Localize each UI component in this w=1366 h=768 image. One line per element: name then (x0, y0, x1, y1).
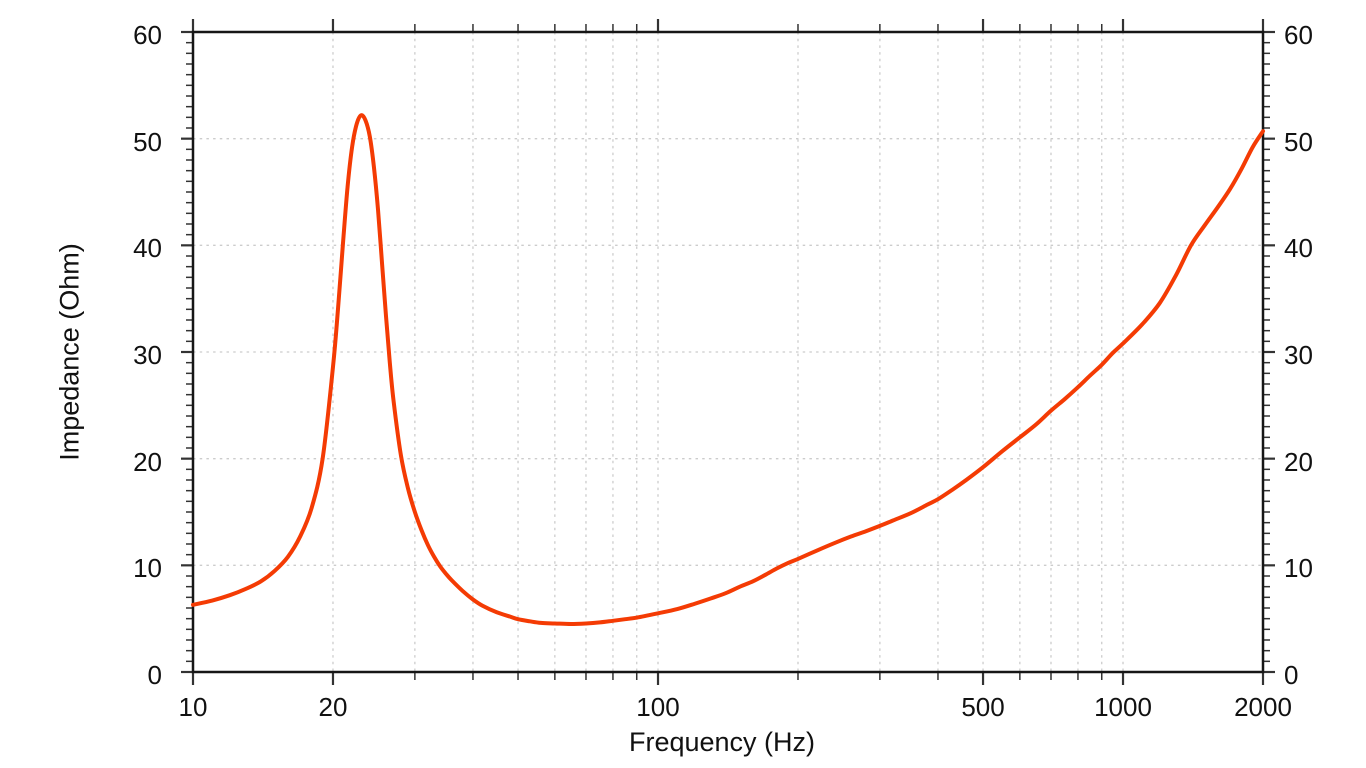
y-tick-label-left: 20 (133, 446, 162, 477)
y-tick-label-right: 30 (1284, 340, 1313, 370)
x-tick-label: 20 (318, 692, 348, 722)
y-tick-label-left: 10 (133, 553, 162, 584)
y-tick-label-right: 10 (1284, 553, 1313, 584)
x-tick-label: 10 (178, 692, 208, 722)
impedance-curve (191, 113, 1265, 626)
y-tick-label-right: 60 (1284, 20, 1313, 50)
y-tick-label-left: 60 (133, 20, 162, 50)
x-tick-label: 1000 (1094, 692, 1152, 722)
x-tick-label: 2000 (1234, 692, 1292, 722)
y-tick-label-right: 20 (1284, 446, 1313, 477)
y-tick-label-left: 50 (133, 126, 162, 157)
y-tick-label-right: 40 (1284, 233, 1313, 264)
y-tick-label-left: 30 (133, 340, 162, 370)
x-tick-label: 100 (636, 692, 680, 722)
y-tick-label-left: 40 (133, 233, 162, 264)
x-axis-title: Frequency (Hz) (628, 727, 816, 757)
x-tick-label: 500 (961, 692, 1005, 722)
y-tick-label-right: 0 (1284, 660, 1299, 690)
y-tick-label-left: 0 (147, 660, 162, 690)
plot-frame (191, 30, 1265, 674)
y-axis-title: Impedance (Ohm) (54, 243, 85, 461)
y-tick-label-right: 50 (1284, 126, 1313, 157)
